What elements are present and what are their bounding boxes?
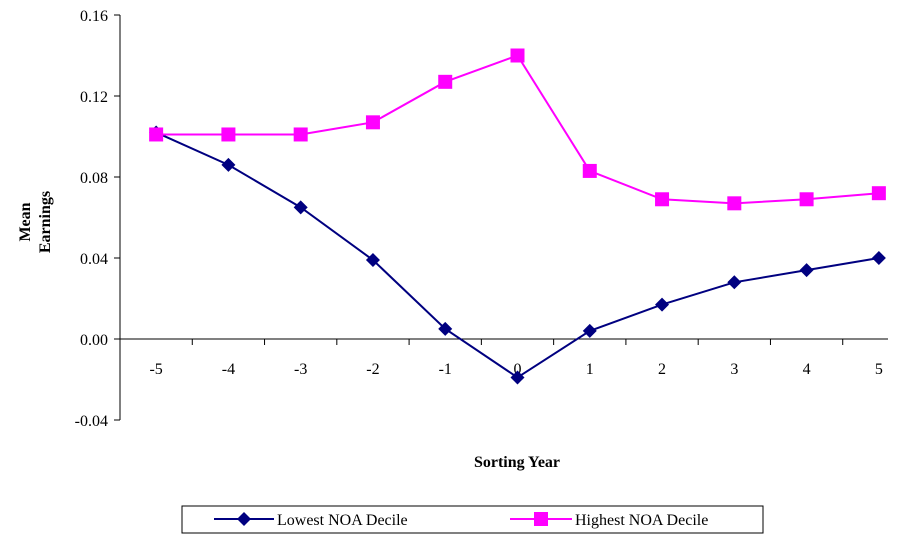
- data-point-lowest-noa: [799, 263, 814, 278]
- legend: Lowest NOA Decile Highest NOA Decile: [181, 505, 764, 534]
- series-layer: [149, 48, 886, 385]
- data-point-highest-noa: [727, 196, 742, 211]
- y-tick-label: 0.16: [80, 8, 108, 25]
- data-point-lowest-noa: [293, 200, 308, 215]
- data-point-lowest-noa: [727, 275, 742, 290]
- y-tick-label: 0.00: [80, 332, 108, 349]
- data-point-highest-noa: [799, 192, 814, 207]
- y-tick-label: 0.12: [80, 89, 108, 106]
- y-tick-label: 0.04: [80, 251, 108, 268]
- x-tick-label: 4: [803, 361, 811, 378]
- data-point-lowest-noa: [655, 297, 670, 312]
- y-axis-title-line-2: Earnings: [37, 191, 54, 253]
- series-line-highest-noa: [156, 54, 879, 205]
- y-axis-title: Mean Earnings: [17, 191, 54, 253]
- data-point-lowest-noa: [221, 157, 236, 172]
- x-tick-label: -2: [366, 361, 379, 378]
- legend-label-highest: Highest NOA Decile: [575, 512, 708, 529]
- x-tick-label: 5: [875, 361, 883, 378]
- data-point-highest-noa: [149, 127, 164, 142]
- legend-box: [181, 505, 764, 534]
- data-point-lowest-noa: [871, 251, 886, 265]
- x-tick-label: 1: [586, 361, 594, 378]
- legend-marker-highest: [534, 512, 548, 526]
- data-point-highest-noa: [655, 192, 670, 207]
- x-tick-label: -1: [439, 361, 452, 378]
- data-point-lowest-noa: [365, 253, 380, 268]
- x-tick-label: -4: [222, 361, 235, 378]
- legend-label-lowest: Lowest NOA Decile: [277, 512, 408, 529]
- data-point-highest-noa: [365, 115, 380, 130]
- x-axis-title: Sorting Year: [474, 454, 560, 471]
- x-tick-label: -3: [294, 361, 307, 378]
- data-point-highest-noa: [221, 127, 236, 142]
- data-point-highest-noa: [871, 186, 886, 201]
- x-tick-label: 0: [514, 361, 522, 378]
- axes: -0.04 0.00 0.04 0.08 0.12 0.16 -5 -4 -3 -2 -1 0 1 2 3 4…: [75, 8, 888, 430]
- y-axis-title-line-1: Mean: [17, 202, 34, 241]
- data-point-lowest-noa: [510, 370, 525, 385]
- x-tick-label: -5: [149, 361, 162, 378]
- data-point-highest-noa: [438, 74, 453, 89]
- y-tick-label: -0.04: [75, 413, 108, 430]
- legend-marker-lowest: [237, 512, 251, 526]
- x-tick-label: 3: [730, 361, 738, 378]
- data-point-lowest-noa: [582, 323, 597, 338]
- x-tick-label: 2: [658, 361, 666, 378]
- data-point-highest-noa: [582, 163, 597, 178]
- y-tick-label: 0.08: [80, 170, 108, 187]
- data-point-highest-noa: [293, 127, 308, 142]
- data-point-highest-noa: [510, 48, 525, 63]
- data-point-lowest-noa: [438, 321, 453, 336]
